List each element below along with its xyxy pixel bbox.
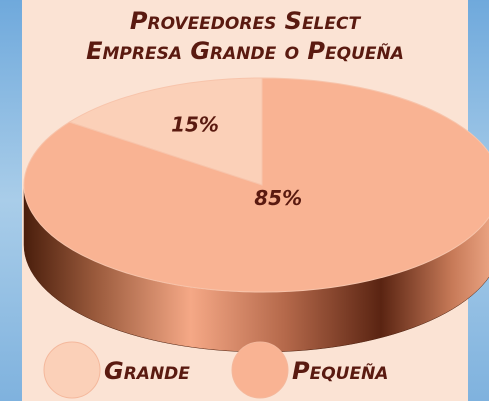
chart-subtitle: Empresa Grande o Pequeña <box>86 37 404 65</box>
legend-label: Pequeña <box>292 357 388 385</box>
legend-label: Grande <box>104 357 190 385</box>
legend-swatch <box>231 341 289 399</box>
chart-title: Proveedores Select <box>130 7 362 35</box>
pie-slice <box>23 77 489 293</box>
pie-slice <box>68 77 263 186</box>
legend-swatch <box>43 341 101 399</box>
value-label: 15% <box>171 112 219 136</box>
value-label: 85% <box>254 186 302 210</box>
